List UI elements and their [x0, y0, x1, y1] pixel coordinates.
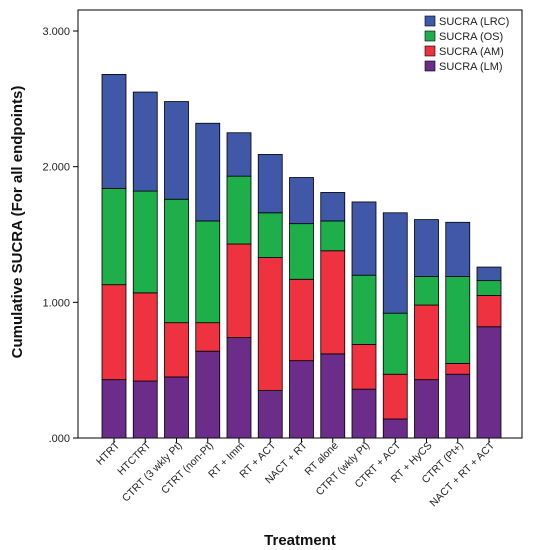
legend: SUCRA (LRC) SUCRA (OS) SUCRA (AM) SUCRA (LM… [424, 15, 509, 73]
bar-segment [101, 284, 127, 381]
legend-label: SUCRA (OS) [439, 31, 503, 43]
bar-segment [476, 280, 502, 296]
bar-segment [132, 380, 158, 439]
bar-segment [445, 362, 471, 375]
bar-segment [226, 337, 252, 439]
bar-segment [226, 175, 252, 245]
bar-segment [257, 212, 283, 258]
bar-segment [414, 276, 439, 306]
bar-segment [476, 266, 502, 282]
y-axis-title: Cumulative SUCRA (For all endpoints) [9, 86, 26, 359]
bar-segment [351, 201, 377, 276]
bar-segment [320, 250, 346, 355]
legend-swatch [424, 30, 436, 42]
bar-segment [164, 322, 189, 378]
bar-segment [101, 379, 127, 439]
bars-layer [101, 74, 502, 439]
bar-segment [351, 388, 377, 439]
bar-segment [351, 274, 377, 345]
bar-segment [476, 295, 502, 328]
legend-swatch [424, 15, 436, 27]
y-tick-label: 1.000 [42, 297, 70, 309]
legend-label: SUCRA (LRC) [439, 16, 509, 28]
bar-segment [164, 101, 189, 200]
bar-segment [320, 220, 346, 252]
y-tick-label: 2.000 [42, 162, 70, 174]
bar-segment [414, 304, 439, 381]
bar-segment [351, 343, 377, 390]
bar-segment [414, 219, 439, 277]
bar-segment [289, 177, 314, 225]
bar-segment [226, 132, 252, 177]
bar-segment [164, 198, 189, 324]
bar-segment [226, 243, 252, 339]
bar-segment [289, 278, 314, 362]
bar-segment [382, 418, 408, 439]
x-axis-title: Treatment [264, 532, 336, 549]
bar-segment [445, 373, 471, 439]
x-tick-label: HTRT [94, 439, 123, 468]
bar-segment [289, 223, 314, 280]
bar-segment [101, 187, 127, 286]
legend-swatch [424, 45, 436, 57]
bar-segment [320, 353, 346, 439]
bar-segment [195, 122, 221, 222]
bar-segment [195, 220, 221, 324]
bar-segment [101, 74, 127, 189]
bar-segment [257, 257, 283, 391]
y-tick-label: 3.000 [42, 26, 70, 38]
legend-swatch [424, 60, 436, 72]
bar-segment [320, 192, 346, 222]
bar-segment [195, 322, 221, 352]
bar-segment [445, 221, 471, 277]
bar-segment [445, 276, 471, 364]
bar-segment [257, 390, 283, 439]
bar-segment [414, 379, 439, 439]
bar-segment [132, 292, 158, 382]
y-tick-label: .000 [49, 433, 70, 445]
bar-segment [132, 91, 158, 192]
bar-segment [164, 376, 189, 439]
legend-label: SUCRA (LM) [439, 61, 503, 73]
legend-label: SUCRA (AM) [439, 46, 504, 58]
y-axis: .000 1.000 2.000 3.000 [42, 26, 78, 445]
bar-segment [257, 154, 283, 214]
bar-segment [382, 373, 408, 420]
bar-segment [382, 312, 408, 375]
bar-segment [195, 350, 221, 439]
bar-segment [382, 212, 408, 314]
bar-segment [132, 190, 158, 294]
bar-segment [289, 360, 314, 439]
bar-segment [476, 326, 502, 439]
